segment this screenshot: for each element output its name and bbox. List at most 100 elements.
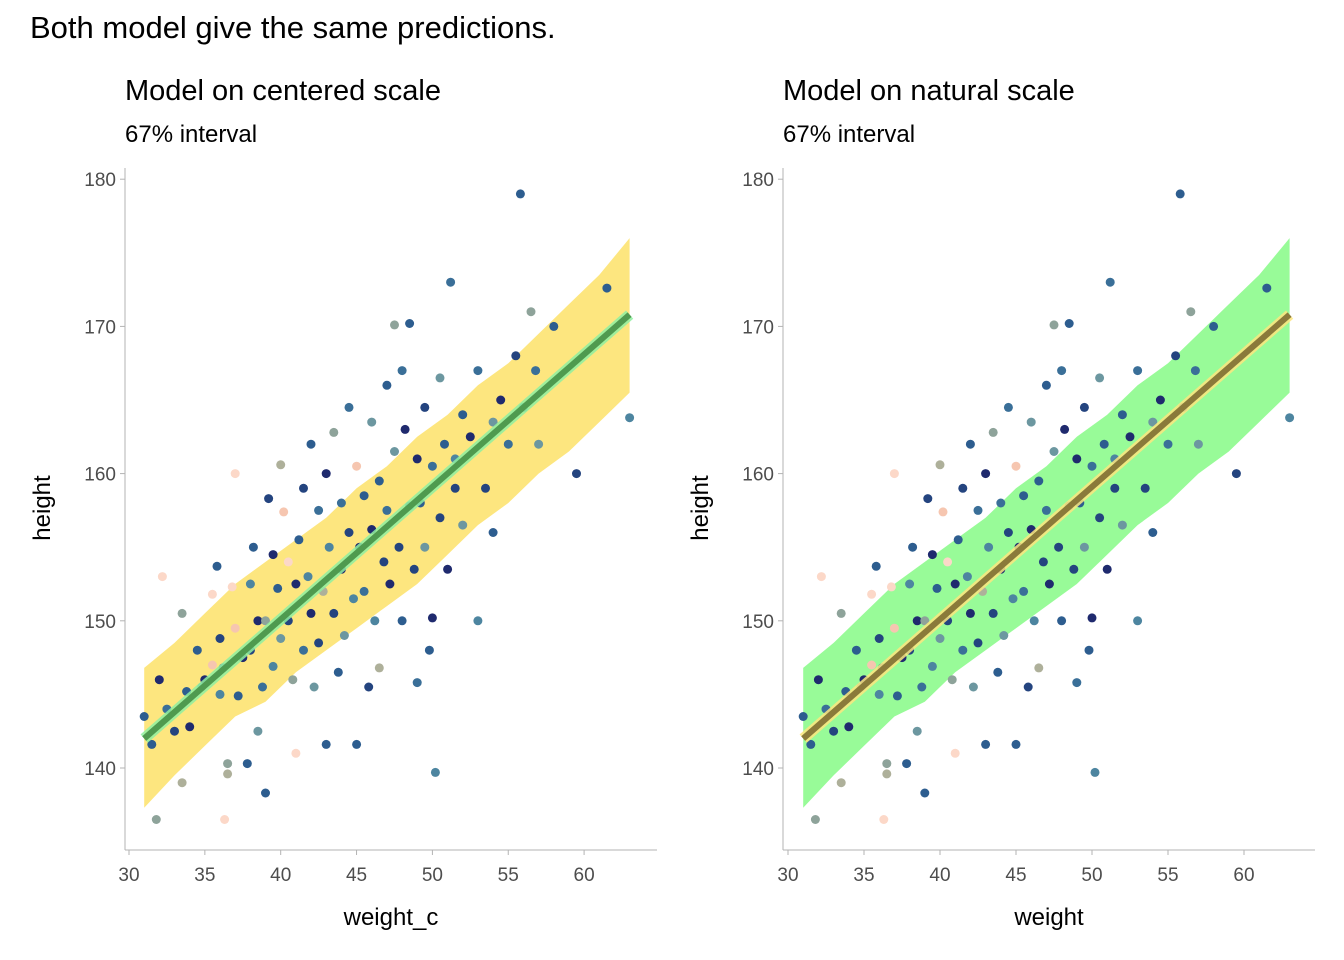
data-point	[157, 572, 167, 582]
data-point	[268, 661, 278, 671]
data-point	[1090, 767, 1100, 777]
data-point	[291, 748, 301, 758]
data-point	[227, 582, 237, 592]
data-point	[927, 661, 937, 671]
data-point	[889, 623, 899, 633]
data-point	[1041, 505, 1051, 515]
data-point	[1057, 616, 1067, 626]
data-point	[154, 675, 164, 685]
data-point	[279, 507, 289, 517]
data-point	[1026, 417, 1036, 427]
data-point	[390, 447, 399, 456]
panel-title: Model on centered scale	[125, 75, 441, 107]
data-point	[230, 469, 240, 479]
data-point	[1023, 682, 1033, 692]
data-point	[139, 712, 149, 721]
data-point	[1041, 380, 1051, 390]
data-point	[420, 542, 430, 552]
data-point	[223, 759, 233, 769]
data-point	[920, 616, 930, 626]
data-point	[397, 616, 407, 626]
data-point	[1140, 483, 1150, 493]
data-point	[374, 476, 384, 486]
data-point	[1148, 417, 1158, 427]
data-point	[917, 682, 927, 692]
data-point	[889, 469, 899, 479]
y-tick-label: 180	[742, 170, 774, 191]
data-point	[1060, 424, 1070, 434]
data-point	[344, 402, 354, 412]
data-point	[950, 748, 960, 758]
data-point	[1262, 283, 1272, 293]
data-point	[299, 483, 308, 493]
data-point	[816, 572, 826, 582]
data-point	[276, 634, 286, 643]
panel-subtitle: 67% interval	[125, 121, 257, 148]
data-point	[314, 638, 324, 648]
data-point	[268, 550, 278, 560]
y-tick-label: 170	[84, 317, 116, 338]
data-point	[488, 417, 498, 427]
data-point	[879, 815, 889, 824]
data-point	[294, 535, 304, 545]
data-point	[1186, 307, 1196, 317]
panel-subtitle: 67% interval	[783, 121, 915, 148]
x-tick-label: 35	[853, 865, 874, 886]
y-axis-label: height	[29, 475, 56, 541]
data-point	[813, 675, 823, 685]
data-point	[1099, 439, 1109, 449]
data-point	[844, 722, 854, 732]
data-point	[299, 645, 308, 655]
data-point	[329, 427, 339, 437]
data-point	[908, 542, 918, 552]
figure-title: Both model give the same predictions.	[30, 10, 556, 45]
data-point	[314, 505, 324, 515]
data-point	[1044, 579, 1054, 589]
data-point	[1072, 678, 1082, 688]
data-point	[1034, 663, 1044, 673]
data-point	[400, 424, 410, 434]
data-point	[902, 759, 912, 769]
data-point	[253, 726, 263, 736]
x-tick-label: 55	[498, 865, 519, 886]
data-point	[962, 572, 972, 582]
data-point	[1285, 413, 1295, 423]
data-point	[1095, 373, 1105, 383]
data-point	[352, 461, 362, 471]
data-point	[1049, 320, 1059, 330]
x-tick-label: 30	[118, 865, 139, 886]
data-point	[291, 579, 301, 589]
data-point	[993, 667, 1003, 677]
data-point	[1190, 366, 1200, 376]
data-point	[242, 759, 252, 769]
data-point	[473, 616, 483, 626]
data-point	[912, 726, 922, 736]
data-point	[427, 613, 437, 623]
data-point	[999, 631, 1009, 640]
data-point	[988, 427, 998, 437]
data-point	[511, 351, 521, 361]
data-point	[958, 483, 968, 493]
data-point	[309, 682, 319, 692]
data-point	[988, 608, 998, 618]
data-point	[905, 579, 915, 589]
data-point	[215, 634, 225, 643]
data-point	[1110, 483, 1120, 493]
data-point	[344, 528, 354, 537]
data-point	[147, 739, 157, 749]
data-point	[938, 507, 948, 517]
data-point	[1102, 564, 1112, 574]
data-point	[458, 520, 468, 530]
data-point	[177, 608, 187, 618]
data-point	[1011, 739, 1021, 749]
data-point	[1003, 528, 1013, 537]
data-point	[185, 722, 195, 732]
data-point	[534, 439, 544, 449]
data-point	[1095, 513, 1105, 523]
data-point	[276, 460, 286, 470]
data-point	[230, 623, 240, 633]
data-point	[1125, 432, 1135, 442]
data-point	[968, 682, 978, 692]
data-point	[1087, 461, 1097, 471]
